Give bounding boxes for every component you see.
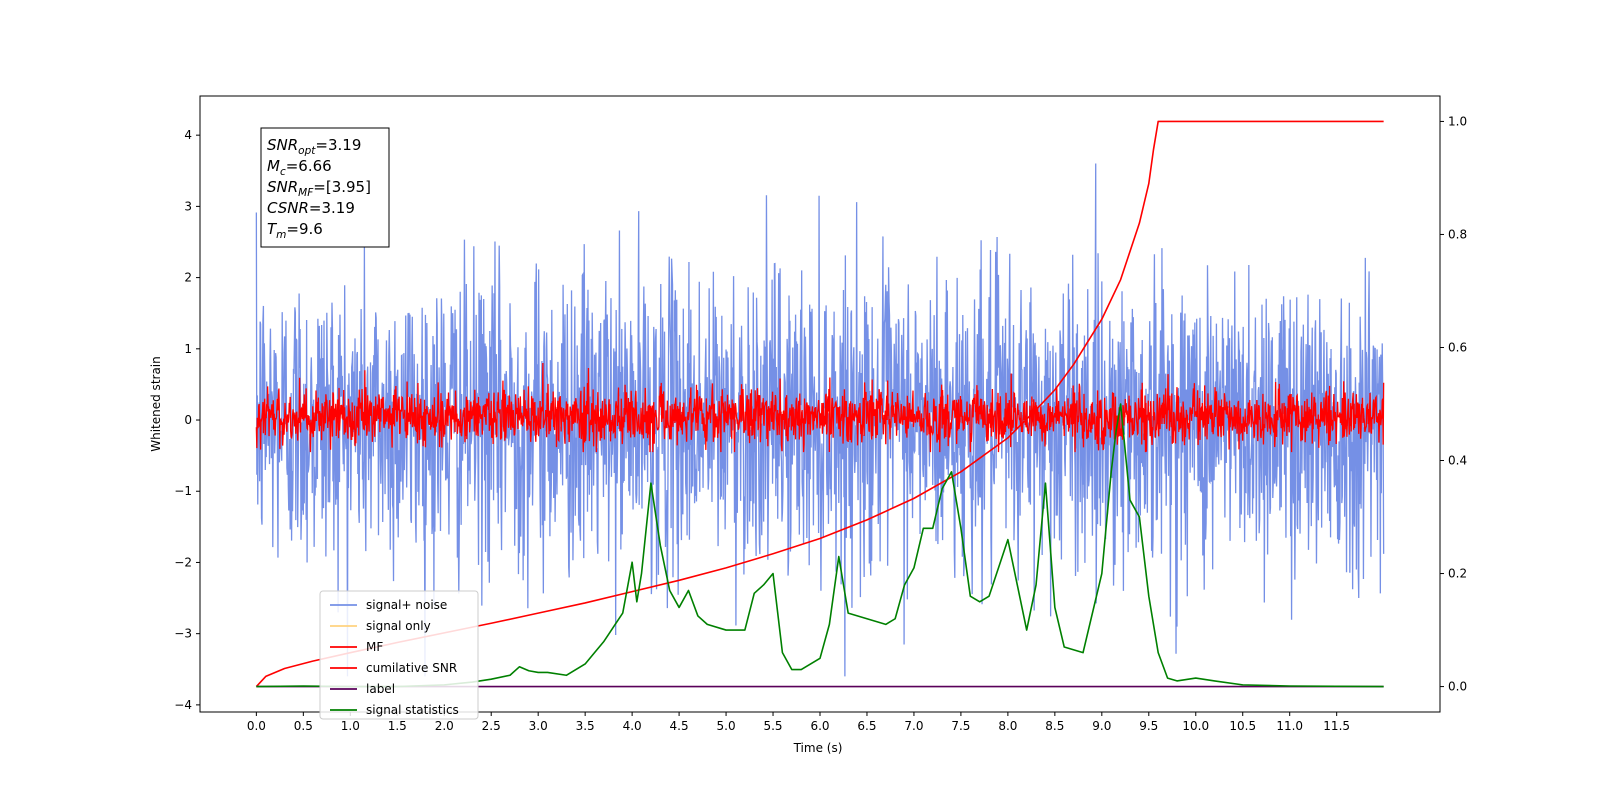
x-tick-label: 11.0 — [1276, 719, 1303, 733]
annotation-box-frame — [260, 127, 390, 248]
annotation-symbol: SNR — [267, 178, 298, 196]
series-signal-noise — [255, 163, 1385, 677]
y2-tick-label: 0.6 — [1448, 340, 1467, 354]
legend-label: label — [366, 682, 395, 696]
annotation-subscript: opt — [298, 145, 316, 157]
x-tick-label: 1.5 — [388, 719, 407, 733]
x-axis-label: Time (s) — [793, 741, 843, 755]
y2-tick-label: 0.8 — [1448, 227, 1467, 241]
y-tick-label: −2 — [174, 555, 192, 569]
series-signal-statistics — [256, 403, 1384, 688]
y-axis-label: Whitened strain — [149, 356, 163, 452]
annotation-symbol: T — [267, 220, 278, 238]
y2-tick-label: 0.2 — [1448, 567, 1467, 581]
y-tick-label: 4 — [184, 128, 192, 142]
x-tick-label: 7.0 — [904, 719, 923, 733]
annotation-value: =3.19 — [315, 136, 361, 154]
annotation-value: =6.66 — [286, 157, 332, 175]
annotation-line: SNRMF=[3.95] — [267, 178, 371, 199]
annotation-subscript: MF — [298, 187, 314, 199]
legend-label: cumilative SNR — [366, 661, 457, 675]
x-tick-label: 2.5 — [482, 719, 501, 733]
y2-tick-label: 0.4 — [1448, 454, 1467, 468]
legend-label: signal only — [366, 619, 431, 633]
annotation-symbol: CSNR — [267, 199, 309, 217]
x-tick-label: 8.0 — [998, 719, 1017, 733]
y-tick-label: −3 — [174, 627, 192, 641]
x-tick-label: 10.5 — [1229, 719, 1256, 733]
x-tick-label: 2.0 — [435, 719, 454, 733]
y2-tick-label: 1.0 — [1448, 114, 1467, 128]
annotation-symbol: SNR — [267, 136, 298, 154]
legend: signal+ noise signal only MF cumilative SNR… — [319, 590, 479, 720]
annotation-line: Mc=6.66 — [267, 157, 332, 178]
x-tick-label: 9.0 — [1092, 719, 1111, 733]
y-axis-right: 1.0 0.8 0.6 0.4 0.2 0.0 — [1440, 114, 1467, 694]
y-tick-label: −4 — [174, 698, 192, 712]
x-tick-label: 7.5 — [951, 719, 970, 733]
y2-tick-label: 0.0 — [1448, 680, 1467, 694]
x-tick-label: 4.5 — [670, 719, 689, 733]
x-tick-label: 10.0 — [1182, 719, 1209, 733]
y-tick-label: 1 — [184, 342, 192, 356]
x-tick-label: 9.5 — [1139, 719, 1158, 733]
annotation-value: =3.19 — [309, 199, 355, 217]
annotation-value: =[3.95] — [313, 178, 371, 196]
y-axis-left: 4 3 2 1 0 −1 −2 −3 −4 — [174, 128, 200, 712]
x-tick-label: 11.5 — [1323, 719, 1350, 733]
legend-label: MF — [366, 640, 383, 654]
x-tick-label: 3.0 — [529, 719, 548, 733]
legend-label: signal+ noise — [366, 598, 447, 612]
x-tick-label: 6.0 — [810, 719, 829, 733]
annotation-line: CSNR=3.19 — [267, 199, 355, 217]
x-tick-label: 5.0 — [717, 719, 736, 733]
x-tick-label: 6.5 — [857, 719, 876, 733]
annotation-subscript: m — [276, 229, 286, 241]
x-tick-label: 4.0 — [623, 719, 642, 733]
x-tick-label: 0.5 — [294, 719, 313, 733]
x-tick-label: 1.0 — [341, 719, 360, 733]
legend-label: signal statistics — [366, 703, 459, 717]
parameter-annotation-box: SNRopt=3.19Mc=6.66SNRMF=[3.95]CSNR=3.19T… — [260, 127, 390, 248]
y-tick-label: −1 — [174, 484, 192, 498]
annotation-line: SNRopt=3.19 — [267, 136, 361, 157]
legend-frame — [319, 590, 479, 720]
series-mf — [255, 363, 1385, 453]
annotation-subscript: c — [280, 166, 286, 178]
y-tick-label: 0 — [184, 413, 192, 427]
y-tick-label: 2 — [184, 271, 192, 285]
annotation-value: =9.6 — [286, 220, 322, 238]
y-tick-label: 3 — [184, 199, 192, 213]
x-tick-label: 5.5 — [763, 719, 782, 733]
annotation-line: Tm=9.6 — [267, 220, 323, 241]
x-tick-label: 8.5 — [1045, 719, 1064, 733]
x-tick-label: 3.5 — [576, 719, 595, 733]
x-tick-label: 0.0 — [247, 719, 266, 733]
annotation-symbol: M — [267, 157, 280, 175]
x-axis: 0.0 0.5 1.0 1.5 2.0 2.5 3.0 3.5 4.0 4.5 5.0 5.5 6.0 6… — [247, 712, 1350, 733]
